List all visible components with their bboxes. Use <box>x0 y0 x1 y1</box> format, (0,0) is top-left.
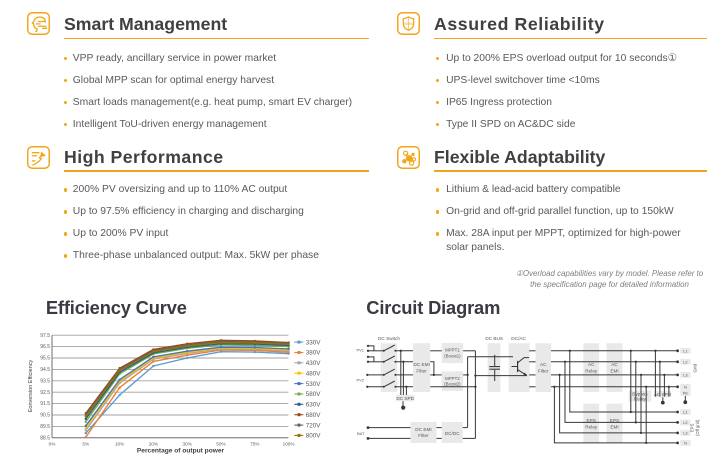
svg-text:DC EMI: DC EMI <box>415 427 431 432</box>
svg-text:AC SPD: AC SPD <box>654 392 672 397</box>
svg-text:DC BUS: DC BUS <box>485 336 503 341</box>
svg-text:20%: 20% <box>149 442 158 447</box>
svg-text:DC SPD: DC SPD <box>396 396 414 401</box>
svg-text:30%: 30% <box>183 442 192 447</box>
svg-text:PE: PE <box>683 390 689 395</box>
svg-text:630V: 630V <box>306 402 322 409</box>
svg-text:N: N <box>684 384 687 389</box>
svg-text:0%: 0% <box>49 442 56 447</box>
svg-text:92.5: 92.5 <box>40 390 50 396</box>
svg-text:75%: 75% <box>250 442 259 447</box>
svg-text:AC: AC <box>540 362 547 367</box>
svg-text:Filter: Filter <box>538 368 549 373</box>
svg-text:EPS: EPS <box>587 418 596 423</box>
svg-text:Bypass: Bypass <box>632 391 648 396</box>
svg-text:Relay: Relay <box>634 397 647 402</box>
svg-text:EMI: EMI <box>610 424 618 429</box>
svg-text:BAT: BAT <box>357 431 365 436</box>
svg-text:Relay: Relay <box>585 368 598 373</box>
svg-text:330V: 330V <box>306 339 322 346</box>
svg-text:EPS: EPS <box>689 423 694 432</box>
svg-text:720V: 720V <box>306 422 322 429</box>
svg-text:90.5: 90.5 <box>40 413 50 419</box>
svg-text:96.5: 96.5 <box>40 344 50 350</box>
svg-text:L3: L3 <box>683 430 687 435</box>
svg-text:10%: 10% <box>115 442 124 447</box>
svg-text:DC Switch: DC Switch <box>378 336 400 341</box>
svg-text:680V: 680V <box>306 412 322 419</box>
svg-text:(Off grid): (Off grid) <box>695 419 700 436</box>
svg-text:N: N <box>684 440 687 445</box>
svg-text:430V: 430V <box>306 360 322 367</box>
svg-text:Relay: Relay <box>585 424 598 429</box>
svg-text:MPPT1: MPPT1 <box>445 348 460 353</box>
svg-text:95.5: 95.5 <box>40 356 50 362</box>
svg-text:91.5: 91.5 <box>40 401 50 407</box>
svg-text:EMI: EMI <box>610 368 618 373</box>
svg-text:Eonversion Efficiency: Eonversion Efficiency <box>28 360 34 413</box>
svg-text:PV2: PV2 <box>356 377 364 382</box>
svg-text:Filter: Filter <box>416 368 427 373</box>
svg-text:93.5: 93.5 <box>40 378 50 384</box>
svg-text:EPS: EPS <box>610 418 619 423</box>
svg-text:L1: L1 <box>683 410 687 415</box>
svg-text:(Boost1): (Boost1) <box>444 353 461 358</box>
svg-text:94.5: 94.5 <box>40 367 50 373</box>
svg-text:DC/AC: DC/AC <box>511 336 526 341</box>
svg-text:89.5: 89.5 <box>40 424 50 430</box>
svg-text:PV1: PV1 <box>356 347 364 352</box>
svg-text:Filter: Filter <box>418 433 429 438</box>
svg-text:AC: AC <box>611 362 618 367</box>
svg-text:97.5: 97.5 <box>40 333 50 339</box>
svg-text:DC EMI: DC EMI <box>413 362 429 367</box>
svg-text:MPPT2: MPPT2 <box>445 376 460 381</box>
svg-text:L2: L2 <box>683 359 687 364</box>
svg-text:DC/DC: DC/DC <box>445 431 460 436</box>
svg-text:L1: L1 <box>683 348 687 353</box>
svg-text:800V: 800V <box>306 433 322 440</box>
svg-text:480V: 480V <box>306 370 322 377</box>
svg-text:L3: L3 <box>683 372 687 377</box>
svg-text:Grid: Grid <box>693 363 698 372</box>
svg-text:380V: 380V <box>306 350 322 357</box>
svg-text:580V: 580V <box>306 391 322 398</box>
svg-text:50%: 50% <box>216 442 225 447</box>
svg-text:Percentage of output power: Percentage of output power <box>137 447 225 454</box>
svg-text:(Boost2): (Boost2) <box>444 381 461 386</box>
svg-text:88.5: 88.5 <box>40 435 50 441</box>
svg-text:AC: AC <box>588 362 595 367</box>
svg-text:L2: L2 <box>683 420 687 425</box>
svg-text:100%: 100% <box>283 442 295 447</box>
svg-text:5%: 5% <box>82 442 89 447</box>
svg-text:530V: 530V <box>306 381 322 388</box>
